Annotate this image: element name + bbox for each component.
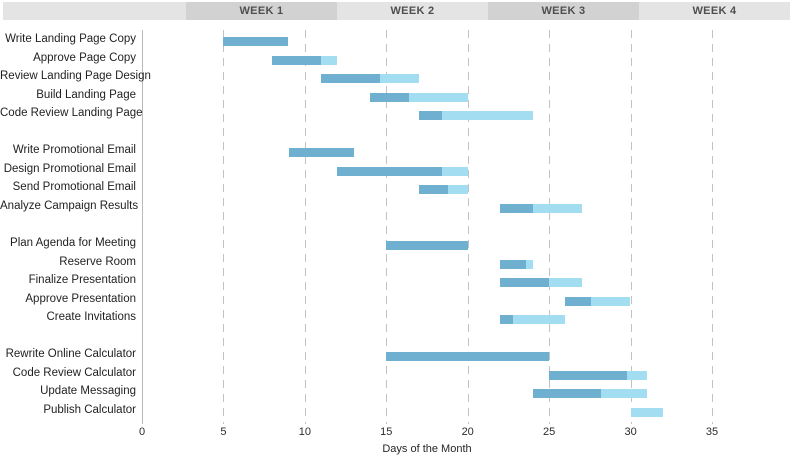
task-label: Publish Calculator [43,404,136,416]
task-label: Code Review Calculator [12,366,136,379]
gantt-bar [272,55,338,65]
gantt-bar [386,241,468,251]
task-label: Rewrite Online Calculator [5,348,136,361]
week-header-1: WEEK 1 [186,2,337,20]
week-header-3: WEEK 3 [488,2,639,20]
gantt-bar-completed [500,278,550,288]
gantt-bar [500,259,533,269]
gridline-day-25 [549,30,550,424]
task-label: Create Invitations [46,311,137,324]
x-axis-title: Days of the Month [382,443,472,455]
gantt-bar [500,315,566,325]
gridline-day-10 [305,30,306,424]
task-label: Write Landing Page Copy [5,33,136,45]
gantt-bar-completed [288,148,354,158]
gantt-bar-completed [500,259,527,269]
gantt-bar [288,148,354,158]
gantt-bar-completed [321,74,380,84]
task-label: Approve Page Copy [33,51,136,64]
gantt-bar [500,278,582,288]
gridline-day-35 [712,30,713,424]
gantt-bar-completed [272,55,322,65]
gantt-bar [223,37,289,46]
gantt-bar-completed [386,352,550,362]
task-label: Finalize Presentation [28,274,136,287]
week-header-spacer [3,2,186,20]
task-label: Analyze Campaign Results [0,199,139,212]
gantt-bar [532,389,647,399]
week-header-4: WEEK 4 [639,2,790,20]
gantt-bar [386,352,550,362]
gantt-bar [630,408,664,417]
task-label: Plan Agenda for Meeting [10,237,136,250]
gridline-day-20 [468,30,469,424]
task-label: Reserve Room [59,255,136,268]
gantt-bar-completed [223,37,289,46]
x-tick-label: 25 [542,426,556,438]
gantt-bar [337,166,468,176]
gantt-bar-completed [418,185,449,195]
x-tick-label: 10 [298,426,312,438]
gantt-bar [321,74,419,84]
gantt-bar-completed [500,204,533,213]
week-header-2: WEEK 2 [337,2,488,20]
gantt-bar [418,185,468,195]
x-tick-label: 5 [220,426,227,438]
gantt-bar-completed [418,111,442,121]
task-label: Send Promotional Email [12,181,136,194]
x-tick-label: 0 [138,426,146,438]
x-tick-label: 30 [624,426,637,438]
gantt-bar-completed [386,241,468,251]
gantt-bar [418,111,533,121]
gantt-bar-completed [565,296,592,306]
task-label: Update Messaging [40,385,136,398]
x-tick-label: 15 [380,426,393,438]
task-label: Write Promotional Email [12,144,136,157]
task-label: Approve Presentation [25,292,136,305]
gantt-bar [370,92,468,102]
gantt-bar-completed [370,92,410,102]
gridline-day-15 [386,30,387,424]
gantt-bar [565,296,631,306]
gantt-bar-completed [500,315,514,325]
x-tick-label: 20 [461,426,474,438]
gantt-bar-completed [337,166,442,176]
gantt-bar [500,204,582,213]
gantt-bar-completed [532,389,602,399]
task-label: Code Review Landing Page [0,107,143,120]
x-tick-label: 35 [705,426,719,438]
task-label: Review Landing Page Design [0,70,151,83]
task-label: Design Promotional Email [3,162,136,175]
gantt-bar-completed [549,370,628,380]
task-label: Build Landing Page [36,88,136,101]
gridline-day-5 [223,30,224,424]
y-axis-line [142,30,143,424]
gantt-bar [549,370,647,380]
gridline-day-30 [631,30,632,424]
